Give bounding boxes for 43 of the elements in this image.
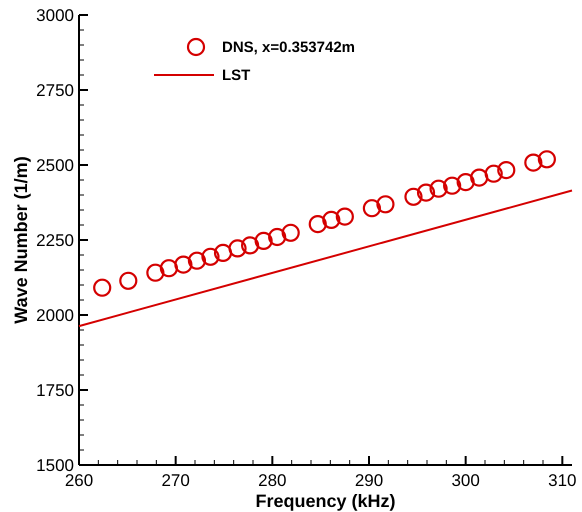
y-tick-label: 1750 bbox=[36, 381, 74, 400]
y-tick-label: 2000 bbox=[36, 306, 74, 325]
point bbox=[160, 259, 178, 278]
point bbox=[188, 252, 206, 270]
x-tick-label: 310 bbox=[548, 471, 577, 490]
point bbox=[254, 232, 273, 250]
y-axis-title: Wave Number (1/m) bbox=[11, 156, 31, 324]
legend-label: LST bbox=[222, 67, 250, 84]
x-tick-label: 300 bbox=[451, 471, 480, 490]
y-tick-label: 3000 bbox=[36, 6, 74, 25]
point bbox=[538, 150, 556, 168]
point bbox=[443, 176, 462, 195]
point bbox=[201, 248, 220, 266]
point bbox=[282, 224, 300, 242]
point bbox=[362, 199, 381, 218]
point bbox=[228, 239, 247, 258]
point bbox=[484, 164, 503, 183]
point bbox=[404, 188, 423, 206]
point bbox=[456, 173, 475, 192]
point bbox=[376, 195, 395, 214]
x-tick-label: 290 bbox=[354, 471, 384, 490]
point bbox=[322, 210, 340, 229]
y-tick-label: 2250 bbox=[36, 231, 74, 250]
point bbox=[214, 244, 232, 262]
x-tick-label: 280 bbox=[258, 471, 287, 490]
x-axis-title: Frequency (kHz) bbox=[255, 491, 396, 511]
point bbox=[146, 264, 164, 282]
point bbox=[430, 180, 448, 198]
x-tick-label: 270 bbox=[161, 471, 190, 490]
point bbox=[524, 154, 542, 172]
point bbox=[268, 228, 286, 246]
point bbox=[470, 168, 488, 187]
point bbox=[497, 161, 516, 180]
y-tick-label: 2750 bbox=[36, 81, 74, 100]
y-tick-label: 2500 bbox=[36, 156, 74, 175]
point bbox=[93, 278, 112, 297]
legend-label: DNS, x=0.353742m bbox=[222, 39, 356, 56]
point bbox=[174, 256, 192, 274]
point bbox=[119, 272, 138, 290]
point bbox=[416, 184, 436, 202]
point bbox=[336, 208, 354, 226]
point bbox=[241, 236, 260, 254]
point bbox=[308, 215, 327, 234]
